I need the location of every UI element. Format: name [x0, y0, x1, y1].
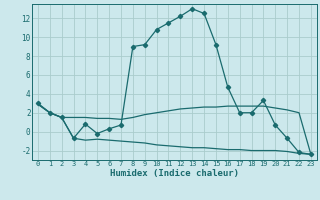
X-axis label: Humidex (Indice chaleur): Humidex (Indice chaleur) — [110, 169, 239, 178]
